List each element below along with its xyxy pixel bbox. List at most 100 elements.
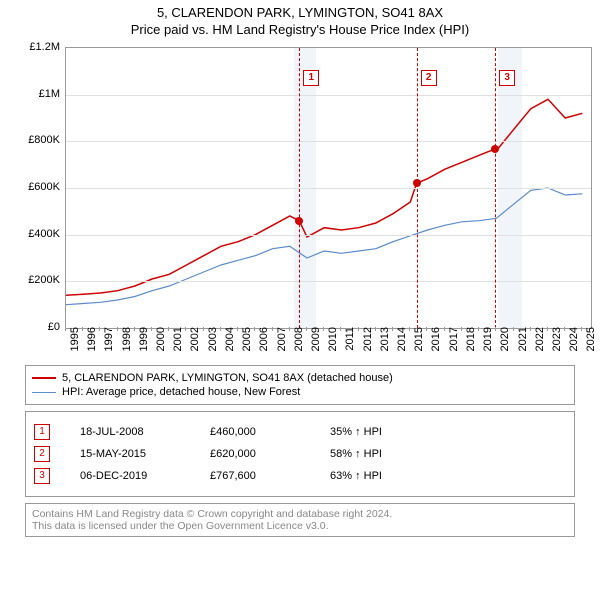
x-tick [185, 327, 186, 331]
event-marker-line [417, 48, 418, 328]
y-tick-label: £800K [20, 134, 60, 146]
chart-area: 123 £0£200K£400K£600K£800K£1M£1.2M199519… [25, 47, 595, 357]
x-tick [340, 327, 341, 331]
x-tick [478, 327, 479, 331]
x-tick [82, 327, 83, 331]
x-tick [254, 327, 255, 331]
y-tick-label: £1.2M [20, 41, 60, 53]
x-tick-label: 2017 [448, 327, 460, 367]
event-hpi: 35% ↑ HPI [330, 426, 566, 438]
event-date: 18-JUL-2008 [80, 426, 210, 438]
x-tick [99, 327, 100, 331]
x-tick-label: 2014 [396, 327, 408, 367]
x-tick-label: 2010 [327, 327, 339, 367]
event-price: £460,000 [210, 426, 330, 438]
x-tick-label: 2019 [482, 327, 494, 367]
y-tick-label: £400K [20, 228, 60, 240]
x-tick-label: 1997 [103, 327, 115, 367]
event-hpi: 58% ↑ HPI [330, 448, 566, 460]
legend-label: 5, CLARENDON PARK, LYMINGTON, SO41 8AX (… [62, 372, 393, 384]
x-tick [461, 327, 462, 331]
legend-item: 5, CLARENDON PARK, LYMINGTON, SO41 8AX (… [32, 372, 568, 384]
chart-container: 5, CLARENDON PARK, LYMINGTON, SO41 8AX P… [0, 0, 600, 537]
x-tick-label: 1998 [121, 327, 133, 367]
x-tick [375, 327, 376, 331]
x-tick-label: 2012 [362, 327, 374, 367]
y-tick-label: £0 [20, 321, 60, 333]
x-tick-label: 2015 [413, 327, 425, 367]
y-tick-label: £200K [20, 274, 60, 286]
x-tick [547, 327, 548, 331]
x-tick [237, 327, 238, 331]
legend-item: HPI: Average price, detached house, New … [32, 386, 568, 398]
x-tick [530, 327, 531, 331]
x-tick-label: 2023 [551, 327, 563, 367]
y-tick-label: £1M [20, 88, 60, 100]
series-line-hpi [66, 188, 582, 305]
legend-label: HPI: Average price, detached house, New … [62, 386, 300, 398]
legend: 5, CLARENDON PARK, LYMINGTON, SO41 8AX (… [25, 365, 575, 405]
x-tick [513, 327, 514, 331]
x-tick [168, 327, 169, 331]
x-tick-label: 2005 [241, 327, 253, 367]
x-tick-label: 2018 [465, 327, 477, 367]
x-tick-label: 1995 [69, 327, 81, 367]
x-tick [289, 327, 290, 331]
x-tick [392, 327, 393, 331]
chart-titles: 5, CLARENDON PARK, LYMINGTON, SO41 8AX P… [0, 0, 600, 37]
x-tick-label: 2004 [224, 327, 236, 367]
event-date: 06-DEC-2019 [80, 470, 210, 482]
x-tick [134, 327, 135, 331]
x-tick [495, 327, 496, 331]
x-tick-label: 2013 [379, 327, 391, 367]
x-tick-label: 1999 [138, 327, 150, 367]
x-tick-label: 1996 [86, 327, 98, 367]
x-tick [220, 327, 221, 331]
legend-swatch [32, 392, 56, 393]
x-tick [65, 327, 66, 331]
x-tick [306, 327, 307, 331]
event-id-box: 2 [34, 446, 50, 462]
x-tick-label: 2025 [585, 327, 597, 367]
event-row: 306-DEC-2019£767,60063% ↑ HPI [34, 468, 566, 484]
x-tick-label: 2022 [534, 327, 546, 367]
x-tick [151, 327, 152, 331]
event-row: 2 15-MAY-2015£620,00058% ↑ HPI [34, 446, 566, 462]
event-marker-line [495, 48, 496, 328]
gridline [66, 188, 591, 189]
chart-title: 5, CLARENDON PARK, LYMINGTON, SO41 8AX [0, 5, 600, 20]
x-tick-label: 2020 [499, 327, 511, 367]
x-tick-label: 2016 [430, 327, 442, 367]
event-marker-box: 3 [499, 70, 515, 86]
x-tick [409, 327, 410, 331]
y-tick-label: £600K [20, 181, 60, 193]
event-point [491, 145, 499, 153]
x-tick [564, 327, 565, 331]
gridline [66, 95, 591, 96]
event-hpi: 63% ↑ HPI [330, 470, 566, 482]
event-point [413, 179, 421, 187]
footer: Contains HM Land Registry data © Crown c… [25, 503, 575, 537]
plot-area: 1 2 3 [65, 47, 592, 329]
event-row: 1 18-JUL-2008£460,00035% ↑ HPI [34, 424, 566, 440]
gridline [66, 235, 591, 236]
x-tick-label: 2009 [310, 327, 322, 367]
x-tick-label: 2000 [155, 327, 167, 367]
x-tick [358, 327, 359, 331]
event-price: £620,000 [210, 448, 330, 460]
x-tick-label: 2021 [517, 327, 529, 367]
event-marker-box: 2 [421, 70, 437, 86]
x-tick-label: 2008 [293, 327, 305, 367]
x-tick-label: 2003 [207, 327, 219, 367]
x-tick [203, 327, 204, 331]
event-date: 15-MAY-2015 [80, 448, 210, 460]
event-marker-box: 1 [303, 70, 319, 86]
x-tick [117, 327, 118, 331]
x-tick [272, 327, 273, 331]
events-table: 1 18-JUL-2008£460,00035% ↑ HPI 2 15-MAY-201… [25, 411, 575, 497]
x-tick-label: 2006 [258, 327, 270, 367]
footer-line2: This data is licensed under the Open Gov… [32, 520, 568, 532]
event-price: £767,600 [210, 470, 330, 482]
x-tick-label: 2007 [276, 327, 288, 367]
event-id-box: 1 [34, 424, 50, 440]
